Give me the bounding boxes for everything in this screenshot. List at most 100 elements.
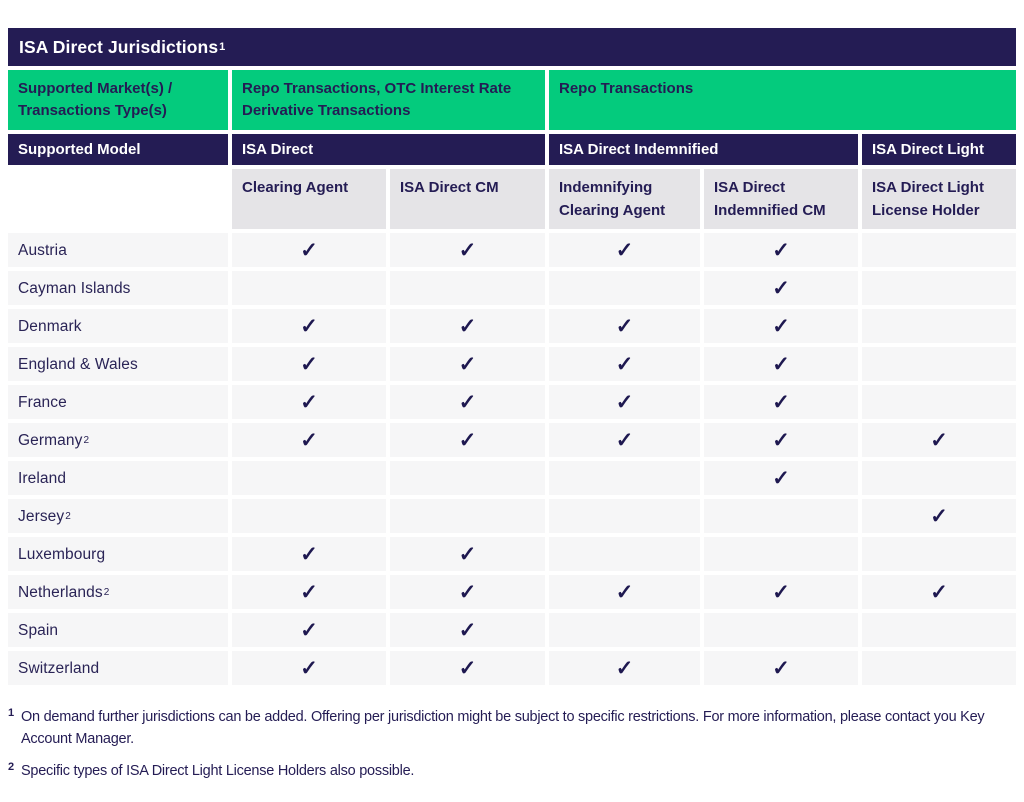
check-icon: ✓ [615,428,634,452]
footnote-1: 1 On demand further jurisdictions can be… [8,706,1016,751]
check-cell [704,537,858,571]
country-cell: England & Wales [8,347,228,381]
footnote-2-marker: 2 [8,760,15,773]
check-cell: ✓ [549,347,700,381]
check-cell [549,499,700,533]
country-label: Cayman Islands [18,280,131,297]
table-row: Austria ✓ ✓ ✓ ✓ [8,233,1016,267]
check-icon: ✓ [300,352,318,376]
country-label: Spain [18,622,59,639]
country-cell: Ireland [8,461,228,495]
role-empty-cell [8,169,228,229]
check-cell [549,461,700,495]
check-icon: ✓ [300,238,318,262]
model-group-isa-direct: ISA Direct [232,134,545,165]
check-cell: ✓ [232,423,386,457]
country-label: Denmark [18,318,82,335]
check-cell: ✓ [549,651,700,685]
jurisdictions-table: ISA Direct Jurisdictions 1 Supported Mark… [8,28,1016,689]
check-cell: ✓ [862,499,1016,533]
check-cell [862,461,1016,495]
country-cell: Luxembourg [8,537,228,571]
check-icon: ✓ [458,352,477,376]
check-icon: ✓ [615,314,634,338]
market-header-row: Supported Market(s) / Transactions Type(… [8,70,1016,130]
check-icon: ✓ [458,428,477,452]
check-cell: ✓ [390,233,545,267]
check-icon: ✓ [772,428,790,452]
check-icon: ✓ [300,314,318,338]
country-cell: Germany 2 [8,423,228,457]
check-cell: ✓ [704,233,858,267]
check-icon: ✓ [772,314,790,338]
check-cell: ✓ [862,423,1016,457]
check-cell: ✓ [390,347,545,381]
role-clearing-agent: Clearing Agent [232,169,386,229]
check-cell [549,271,700,305]
check-cell: ✓ [232,651,386,685]
check-icon: ✓ [458,390,477,414]
model-header-row: Supported Model ISA Direct ISA Direct In… [8,134,1016,165]
check-icon: ✓ [615,390,634,414]
check-cell: ✓ [704,385,858,419]
table-row: Jersey 2 ✓ [8,499,1016,533]
table-row: Luxembourg ✓ ✓ [8,537,1016,571]
check-cell [862,537,1016,571]
check-icon: ✓ [458,314,477,338]
check-cell [862,271,1016,305]
check-cell: ✓ [390,575,545,609]
country-label: France [18,394,67,411]
check-cell: ✓ [549,309,700,343]
check-cell [390,271,545,305]
market-label-cell: Supported Market(s) / Transactions Type(… [8,70,228,130]
check-icon: ✓ [772,276,790,300]
check-cell [862,347,1016,381]
check-icon: ✓ [458,542,477,566]
check-cell: ✓ [232,309,386,343]
page-title: ISA Direct Jurisdictions [19,36,219,57]
check-cell: ✓ [390,537,545,571]
model-label-cell: Supported Model [8,134,228,165]
country-footnote-marker: 2 [103,586,110,598]
check-cell: ✓ [704,271,858,305]
check-cell [704,499,858,533]
table-row: Ireland ✓ [8,461,1016,495]
check-cell [862,613,1016,647]
check-cell: ✓ [704,461,858,495]
footnotes: 1 On demand further jurisdictions can be… [8,706,1016,791]
role-isa-direct-indemnified-cm: ISA Direct Indemnified CM [704,169,858,229]
check-cell [549,613,700,647]
check-cell [232,271,386,305]
table-row: Cayman Islands ✓ [8,271,1016,305]
country-cell: France [8,385,228,419]
country-cell: Cayman Islands [8,271,228,305]
check-cell: ✓ [704,347,858,381]
role-isa-direct-cm: ISA Direct CM [390,169,545,229]
check-icon: ✓ [930,428,948,452]
country-footnote-marker: 2 [83,434,90,446]
table-row: England & Wales ✓ ✓ ✓ ✓ [8,347,1016,381]
check-cell: ✓ [232,537,386,571]
country-label: Netherlands [18,584,103,601]
table-row: France ✓ ✓ ✓ ✓ [8,385,1016,419]
check-cell: ✓ [232,347,386,381]
country-label: Switzerland [18,660,100,677]
country-rows: Austria ✓ ✓ ✓ ✓ Cayman Islands ✓ Denmark ✓ ✓ ✓ ✓ Eng… [8,233,1016,685]
table-row: Switzerland ✓ ✓ ✓ ✓ [8,651,1016,685]
country-footnote-marker: 2 [65,510,71,522]
check-cell [232,499,386,533]
check-cell: ✓ [704,309,858,343]
check-icon: ✓ [930,504,948,528]
country-label: Ireland [18,470,67,487]
check-cell: ✓ [390,309,545,343]
check-icon: ✓ [772,238,790,262]
check-icon: ✓ [458,238,477,262]
check-cell: ✓ [549,233,700,267]
check-icon: ✓ [300,428,318,452]
country-label: England & Wales [18,356,138,373]
check-cell: ✓ [704,423,858,457]
check-cell: ✓ [549,575,700,609]
model-group-isa-direct-indemnified: ISA Direct Indemnified [549,134,858,165]
table-row: Germany 2 ✓ ✓ ✓ ✓ ✓ [8,423,1016,457]
